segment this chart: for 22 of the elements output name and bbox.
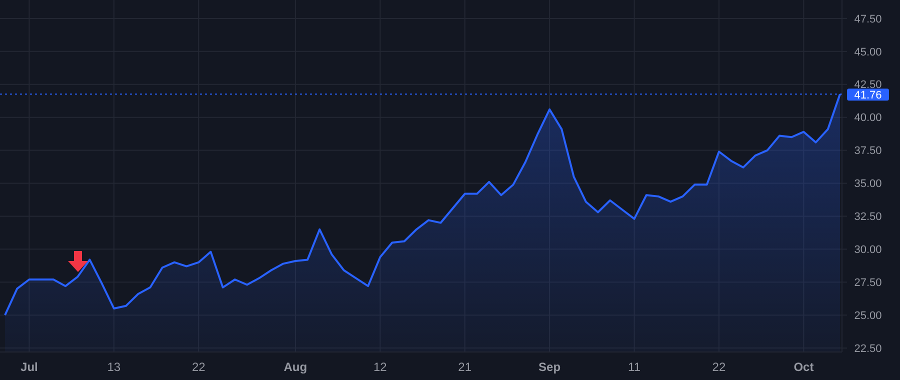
x-tick-label: 13: [107, 360, 121, 374]
x-tick-label: Aug: [284, 360, 308, 374]
x-tick-label: 22: [192, 360, 206, 374]
y-tick-label: 40.00: [854, 112, 882, 124]
y-tick-label: 37.50: [854, 145, 882, 158]
y-tick-label: 25.00: [854, 310, 882, 322]
y-tick-label: 27.50: [854, 276, 882, 289]
y-tick-label: 45.00: [854, 46, 882, 58]
ref-line-label: 41.76: [854, 89, 882, 102]
y-tick-label: 30.00: [854, 244, 882, 256]
x-tick-label: 21: [458, 360, 472, 374]
y-tick-label: 47.50: [854, 13, 882, 26]
x-tick-label: 11: [628, 360, 641, 374]
y-tick-label: 35.00: [854, 178, 882, 190]
x-tick-label: Oct: [794, 360, 814, 374]
x-tick-label: 12: [373, 360, 388, 374]
y-tick-label: 32.50: [854, 211, 882, 224]
y-tick-label: 42.50: [854, 79, 882, 92]
y-tick-label: 22.50: [854, 342, 882, 355]
x-tick-label: 22: [712, 360, 726, 374]
x-tick-label: Jul: [20, 360, 38, 374]
x-tick-label: Sep: [538, 360, 561, 374]
